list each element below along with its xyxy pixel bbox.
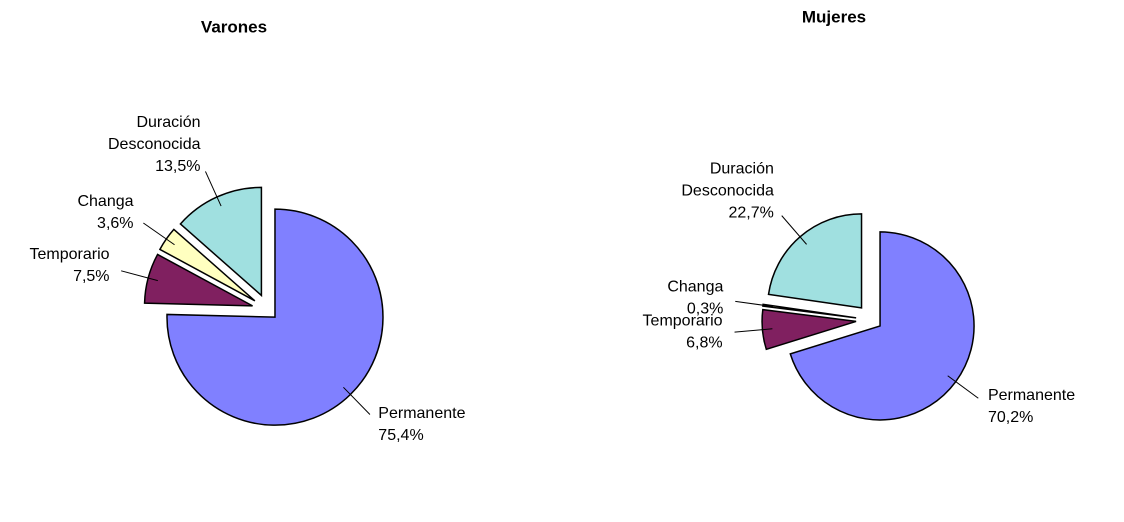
- value-label: 22,7%: [728, 205, 773, 222]
- value-label: 3,6%: [97, 215, 133, 232]
- leader-line: [735, 300, 773, 308]
- leader-line: [343, 386, 371, 415]
- category-label-line: Desconocida: [681, 183, 774, 200]
- leader-line: [143, 222, 175, 246]
- leader-line: [121, 270, 158, 282]
- category-label: Changa: [77, 193, 133, 210]
- value-label: 0,3%: [687, 300, 723, 317]
- category-label-line: Duración: [710, 161, 774, 178]
- value-label: 6,8%: [686, 335, 722, 352]
- chart-title: Varones: [201, 17, 267, 36]
- value-label: 13,5%: [155, 158, 200, 175]
- category-label: Temporario: [30, 246, 110, 263]
- leader-line: [947, 375, 979, 399]
- leader-line: [781, 215, 807, 245]
- leader-line: [204, 171, 222, 207]
- chart-title: Mujeres: [802, 7, 866, 26]
- leader-line: [734, 328, 773, 333]
- category-label-line: Desconocida: [108, 136, 201, 153]
- category-label: Changa: [667, 278, 723, 295]
- category-label: Duración Desconocida: [108, 114, 201, 153]
- category-label: Permanente: [988, 387, 1075, 404]
- category-label: Temporario: [643, 313, 723, 330]
- value-label: 70,2%: [988, 409, 1033, 426]
- category-label: Duración Desconocida: [681, 161, 774, 200]
- category-label-line: Duración: [136, 114, 200, 131]
- value-label: 7,5%: [73, 268, 109, 285]
- category-label: Permanente: [378, 405, 465, 422]
- value-label: 75,4%: [378, 427, 423, 444]
- pie-slice: [767, 213, 863, 309]
